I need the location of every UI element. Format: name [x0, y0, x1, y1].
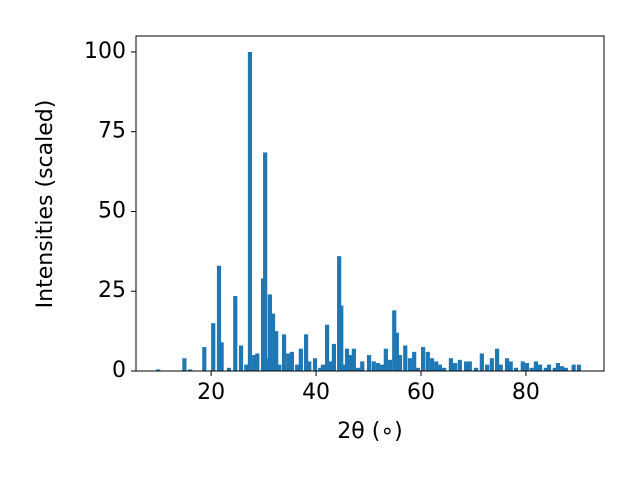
bar [247, 51, 253, 371]
y-tick-label: 75 [98, 119, 126, 144]
bar [529, 367, 534, 371]
bar [340, 364, 345, 371]
bar [233, 296, 238, 371]
bar [498, 364, 503, 371]
bar [434, 361, 439, 371]
bar [508, 361, 513, 371]
bar [473, 367, 479, 371]
bar [380, 364, 385, 371]
bar [331, 343, 337, 371]
bar [560, 366, 565, 371]
bar [324, 324, 330, 371]
bar [429, 358, 435, 371]
bar [403, 345, 408, 371]
bar [448, 358, 454, 371]
bar [412, 351, 417, 371]
bar [295, 364, 300, 371]
bar [552, 367, 557, 371]
bar [537, 364, 543, 371]
bar [238, 345, 244, 371]
bar [366, 355, 372, 371]
bar [494, 348, 500, 371]
bar [339, 305, 344, 371]
bar [348, 355, 353, 371]
bar [307, 361, 312, 371]
bar [182, 358, 187, 371]
bar [394, 332, 399, 371]
bar [244, 364, 249, 371]
bar [371, 361, 376, 371]
bar [277, 364, 282, 371]
bar [546, 364, 552, 371]
y-tick-label: 100 [84, 39, 126, 64]
bar [265, 358, 270, 371]
bar [504, 358, 510, 371]
bar [392, 310, 397, 371]
bar [520, 361, 525, 371]
bar [216, 265, 222, 371]
bar [571, 364, 576, 371]
bar [425, 351, 430, 371]
x-tick-label: 20 [197, 380, 225, 405]
bar [360, 361, 365, 371]
bar [156, 369, 161, 371]
bar [387, 359, 393, 371]
plot-frame [135, 35, 605, 372]
bar [543, 367, 548, 371]
bar [289, 351, 295, 371]
bar [464, 361, 469, 371]
bar [415, 367, 420, 371]
bar [252, 355, 257, 371]
y-tick-label: 25 [98, 278, 126, 303]
x-axis-label: 2θ (∘) [337, 419, 402, 444]
bar [255, 353, 260, 371]
bar [270, 313, 276, 371]
bar [524, 363, 530, 371]
bar [312, 358, 318, 371]
bar [281, 334, 287, 371]
bar [263, 152, 268, 371]
x-tick-label: 40 [302, 380, 330, 405]
bar [485, 364, 490, 371]
x-tick-label: 60 [407, 380, 435, 405]
bar [383, 348, 388, 371]
bar [188, 369, 193, 371]
bar [328, 361, 333, 371]
bar [437, 364, 442, 371]
bar [226, 367, 232, 371]
y-tick-label: 50 [98, 198, 126, 223]
bar [576, 364, 582, 371]
bar [355, 367, 361, 371]
y-tick-label: 0 [112, 358, 126, 383]
bar [318, 367, 323, 371]
bar [274, 331, 279, 371]
bar [533, 361, 538, 371]
bar [298, 348, 303, 371]
bar [202, 347, 207, 371]
bar [441, 367, 447, 371]
bar [267, 294, 272, 371]
bar [513, 367, 519, 371]
bar [397, 355, 403, 371]
bar [211, 323, 216, 371]
bar [479, 353, 484, 371]
y-axis-label: Intensities (scaled) [33, 100, 58, 309]
bar [563, 367, 568, 371]
x-tick-label: 80 [512, 380, 540, 405]
bar [555, 363, 561, 371]
bar [219, 342, 224, 371]
bar [489, 358, 494, 371]
bar [351, 348, 356, 371]
bar [375, 363, 381, 371]
bar [420, 347, 426, 371]
bar [320, 364, 325, 371]
bar [344, 348, 350, 371]
bar [407, 358, 413, 371]
bar [453, 363, 458, 371]
bar [457, 359, 462, 371]
bar [467, 361, 472, 371]
bar [286, 353, 291, 371]
bar [303, 334, 309, 371]
